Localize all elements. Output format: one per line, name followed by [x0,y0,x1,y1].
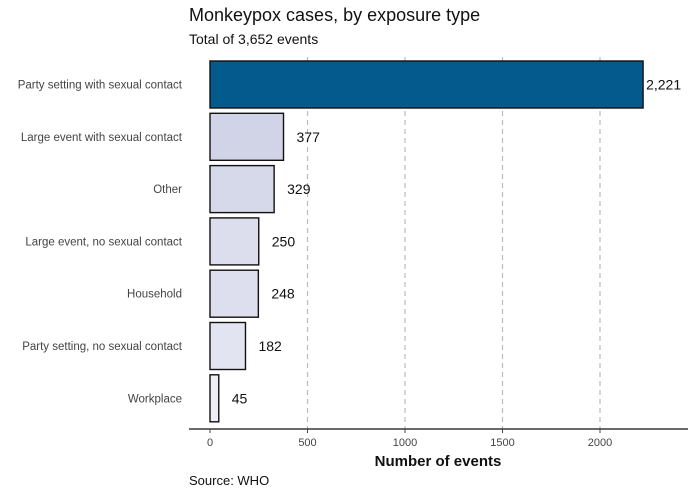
value-label: 377 [297,129,321,145]
category-label: Party setting with sexual contact [18,80,183,92]
labels: Party setting with sexual contact 2,221 La… [18,77,682,407]
x-tick-label: 1000 [393,437,417,449]
category-label: Large event, no sexual contact [25,236,182,248]
bar [209,217,260,266]
category-label: Large event with sexual contact [21,132,183,144]
value-label: 329 [287,181,311,197]
category-label: Workplace [128,393,182,405]
bar [209,374,220,423]
chart-subtitle: Total of 3,652 events [189,31,319,47]
x-tick-label: 0 [207,437,213,449]
value-label: 182 [258,338,282,354]
chart-title: Monkeypox cases, by exposure type [189,5,481,25]
bar [209,164,275,214]
bar [209,269,260,318]
category-label: Party setting, no sexual contact [22,341,183,353]
value-label: 248 [271,286,295,302]
category-label: Household [127,289,182,301]
bar [209,112,285,162]
bars [209,60,644,423]
bar [209,321,247,371]
gridlines [306,57,601,429]
x-axis-title: Number of events [375,453,502,470]
value-label: 250 [272,233,296,249]
x-axis: 0 500 1000 1500 2000 [189,428,688,449]
value-label: 2,221 [646,77,681,93]
x-tick-label: 2000 [588,437,612,449]
value-label: 45 [232,390,248,406]
x-tick-label: 500 [298,437,316,449]
category-label: Other [153,184,182,196]
source-note: Source: WHO [189,473,270,488]
x-tick-label: 1500 [490,437,514,449]
bar [209,60,644,109]
